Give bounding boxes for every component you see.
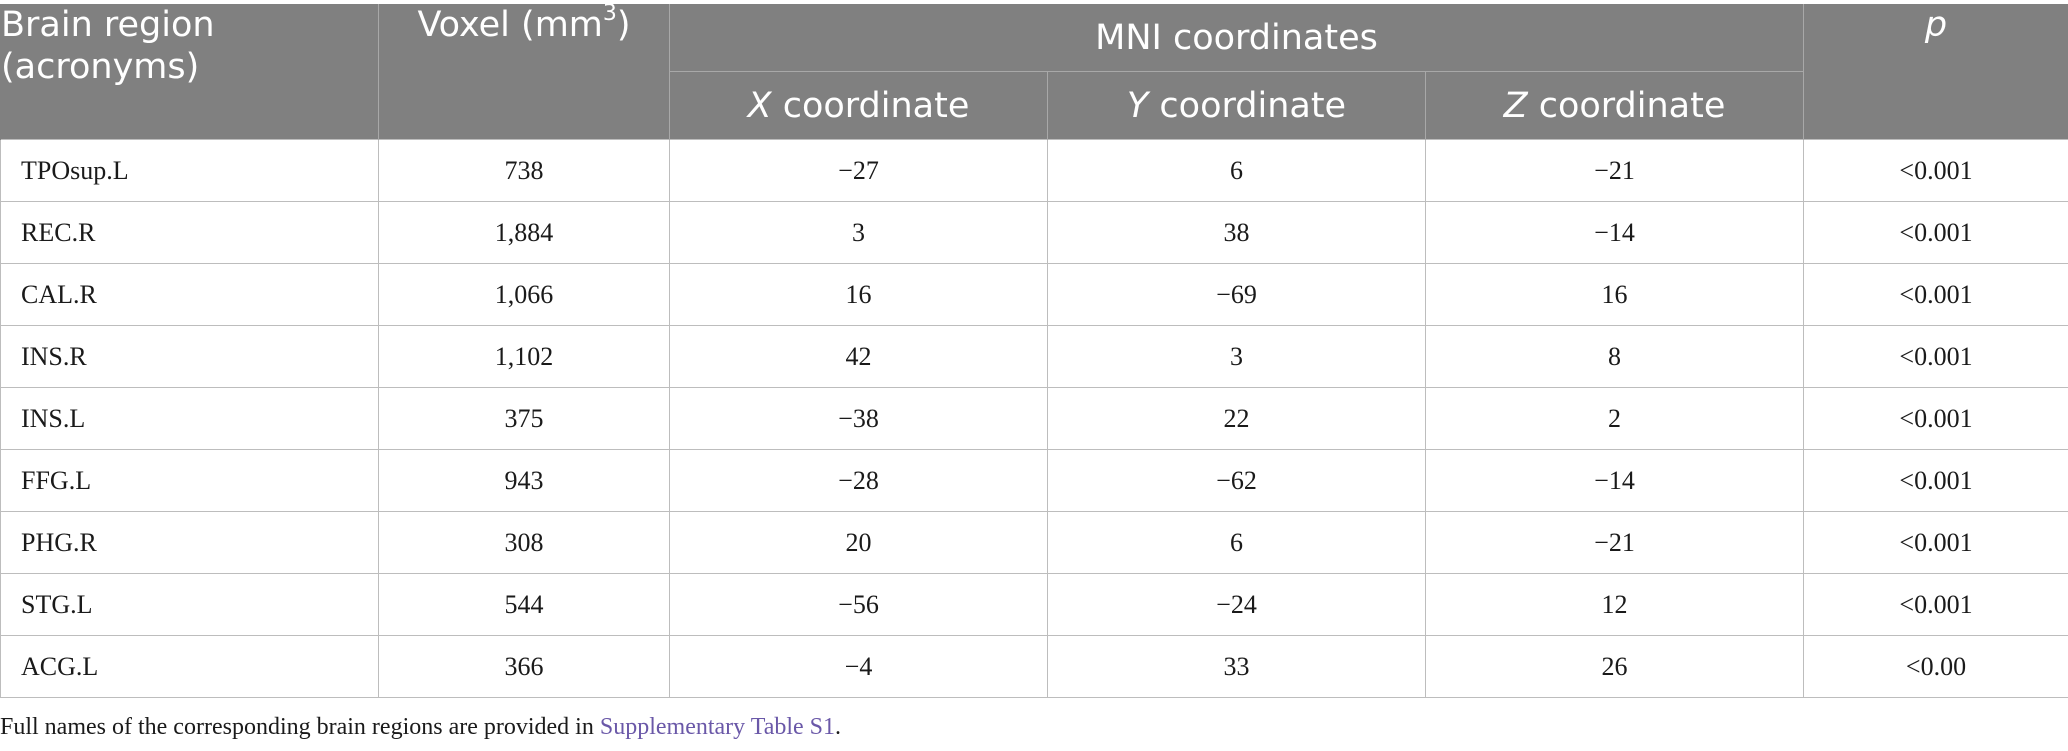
cell-x: −4: [669, 635, 1048, 698]
header-y-letter: Y: [1126, 85, 1149, 126]
cell-p: <0.001: [1803, 573, 2068, 636]
table-row: CAL.R 1,066 16 −69 16 <0.001: [0, 263, 2068, 326]
header-mni-coordinates: MNI coordinates: [669, 4, 1804, 72]
cell-z: 8: [1425, 325, 1804, 388]
cell-x: 3: [669, 201, 1048, 264]
cell-region: INS.R: [0, 325, 379, 388]
cell-z: 26: [1425, 635, 1804, 698]
results-table: Brain region (acronyms) Voxel (mm3) MNI c…: [0, 1, 2068, 698]
header-x-word: coordinate: [771, 85, 970, 126]
table-footnote: Full names of the corresponding brain re…: [0, 714, 841, 741]
cell-voxel: 1,884: [378, 201, 670, 264]
table-row: TPOsup.L 738 −27 6 −21 <0.001: [0, 139, 2068, 202]
cell-z: −14: [1425, 201, 1804, 264]
cell-p: <0.001: [1803, 325, 2068, 388]
header-brain-region-line2: (acronyms): [1, 47, 200, 87]
cell-voxel: 366: [378, 635, 670, 698]
cell-x: −56: [669, 573, 1048, 636]
cell-y: −69: [1047, 263, 1426, 326]
cell-region: INS.L: [0, 387, 379, 450]
table-row: STG.L 544 −56 −24 12 <0.001: [0, 573, 2068, 636]
cell-region: PHG.R: [0, 511, 379, 574]
cell-y: 38: [1047, 201, 1426, 264]
cell-y: 6: [1047, 511, 1426, 574]
cell-region: STG.L: [0, 573, 379, 636]
cell-p: <0.001: [1803, 201, 2068, 264]
table-row: INS.R 1,102 42 3 8 <0.001: [0, 325, 2068, 388]
header-z-coordinate: Z coordinate: [1425, 71, 1804, 140]
footnote-text: Full names of the corresponding brain re…: [0, 714, 600, 740]
cell-x: 16: [669, 263, 1048, 326]
table-body: TPOsup.L 738 −27 6 −21 <0.001 REC.R 1,88…: [0, 139, 2068, 698]
cell-y: 33: [1047, 635, 1426, 698]
table-header: Brain region (acronyms) Voxel (mm3) MNI c…: [0, 1, 2068, 140]
header-z-letter: Z: [1503, 85, 1528, 126]
cell-z: 16: [1425, 263, 1804, 326]
header-y-word: coordinate: [1148, 85, 1347, 126]
cell-voxel: 943: [378, 449, 670, 512]
supplementary-table-link[interactable]: Supplementary Table S1: [599, 714, 836, 740]
cell-region: CAL.R: [0, 263, 379, 326]
cell-x: −27: [669, 139, 1048, 202]
cell-x: 20: [669, 511, 1048, 574]
header-brain-region-line1: Brain region: [1, 5, 215, 45]
cell-z: −21: [1425, 511, 1804, 574]
header-x-letter: X: [747, 85, 772, 126]
header-voxel-label: Voxel (mm: [417, 5, 603, 45]
cell-voxel: 1,066: [378, 263, 670, 326]
cell-p: <0.001: [1803, 449, 2068, 512]
cell-p: <0.001: [1803, 387, 2068, 450]
cell-p: <0.00: [1803, 635, 2068, 698]
cell-z: 2: [1425, 387, 1804, 450]
header-voxel: Voxel (mm3): [378, 1, 670, 140]
footnote-end: .: [835, 714, 842, 740]
cell-region: ACG.L: [0, 635, 379, 698]
cell-region: REC.R: [0, 201, 379, 264]
cell-z: −21: [1425, 139, 1804, 202]
cell-x: 42: [669, 325, 1048, 388]
header-z-word: coordinate: [1527, 85, 1726, 126]
cell-x: −38: [669, 387, 1048, 450]
cell-y: −62: [1047, 449, 1426, 512]
header-y-coordinate: Y coordinate: [1047, 71, 1426, 140]
header-p-value: p: [1803, 4, 2068, 140]
cell-y: 3: [1047, 325, 1426, 388]
cell-voxel: 308: [378, 511, 670, 574]
header-brain-region: Brain region (acronyms): [0, 4, 379, 140]
table-row: REC.R 1,884 3 38 −14 <0.001: [0, 201, 2068, 264]
table-row: INS.L 375 −38 22 2 <0.001: [0, 387, 2068, 450]
cell-voxel: 375: [378, 387, 670, 450]
cell-voxel: 1,102: [378, 325, 670, 388]
cell-p: <0.001: [1803, 511, 2068, 574]
cell-y: 6: [1047, 139, 1426, 202]
cell-x: −28: [669, 449, 1048, 512]
table-row: ACG.L 366 −4 33 26 <0.00: [0, 635, 2068, 698]
cell-p: <0.001: [1803, 139, 2068, 202]
header-voxel-superscript: 3: [602, 1, 617, 26]
cell-voxel: 544: [378, 573, 670, 636]
cell-region: TPOsup.L: [0, 139, 379, 202]
table-row: FFG.L 943 −28 −62 −14 <0.001: [0, 449, 2068, 512]
header-voxel-close: ): [616, 5, 631, 45]
cell-y: 22: [1047, 387, 1426, 450]
cell-y: −24: [1047, 573, 1426, 636]
cell-region: FFG.L: [0, 449, 379, 512]
cell-z: −14: [1425, 449, 1804, 512]
cell-z: 12: [1425, 573, 1804, 636]
header-x-coordinate: X coordinate: [669, 71, 1048, 140]
cell-p: <0.001: [1803, 263, 2068, 326]
cell-voxel: 738: [378, 139, 670, 202]
table-row: PHG.R 308 20 6 −21 <0.001: [0, 511, 2068, 574]
